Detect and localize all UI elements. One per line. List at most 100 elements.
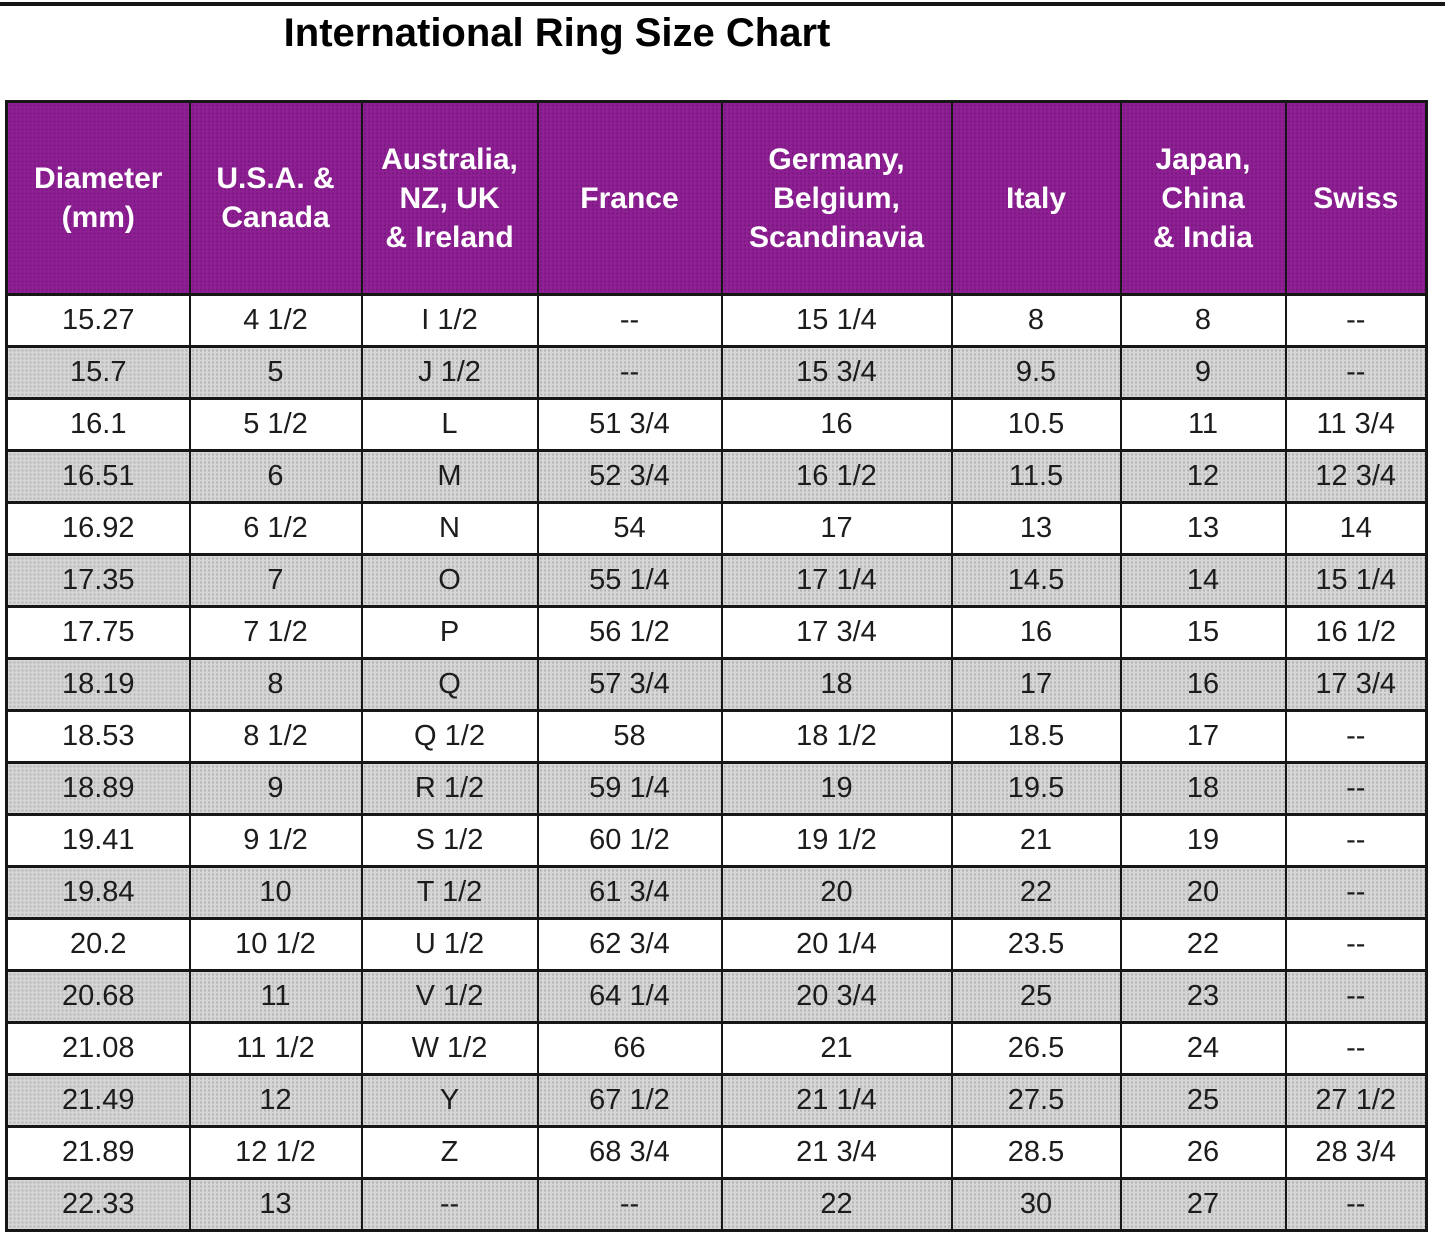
table-cell: --	[1284, 1177, 1428, 1232]
ring-size-table-body: 15.27 4 1/2 I 1/2 -- 15 1/4 8 8 -- 15.7 5 J 1/2 -- 1…	[5, 293, 1428, 1232]
table-cell: 10 1/2	[188, 917, 363, 972]
table-cell: 12 3/4	[1284, 449, 1428, 504]
table-cell: --	[360, 1177, 539, 1232]
table-cell: 18.53	[5, 709, 191, 764]
table-cell: 17	[950, 657, 1122, 712]
table-cell: 20.2	[5, 917, 191, 972]
table-row: 22.33 13 -- -- 22 30 27 --	[5, 1177, 1428, 1232]
table-cell: 10	[188, 865, 363, 920]
table-cell: 22	[1119, 917, 1287, 972]
table-row: 21.89 12 1/2 Z 68 3/4 21 3/4 28.5 26 28 3/4	[5, 1125, 1428, 1180]
top-border-line	[0, 2, 1445, 6]
table-cell: --	[536, 345, 723, 400]
table-cell: 13	[1119, 501, 1287, 556]
table-cell: 16.92	[5, 501, 191, 556]
table-cell: 25	[1119, 1073, 1287, 1128]
table-cell: 18.89	[5, 761, 191, 816]
table-cell: 19 1/2	[720, 813, 953, 868]
column-header-japan-china-india: Japan, China & India	[1119, 100, 1287, 296]
table-cell: 21 3/4	[720, 1125, 953, 1180]
table-cell: --	[1284, 865, 1428, 920]
table-cell: 20 3/4	[720, 969, 953, 1024]
table-cell: 15 3/4	[720, 345, 953, 400]
table-cell: 15 1/4	[1284, 553, 1428, 608]
table-cell: 4 1/2	[188, 293, 363, 348]
table-cell: 8 1/2	[188, 709, 363, 764]
table-cell: 9	[1119, 345, 1287, 400]
table-cell: 12	[188, 1073, 363, 1128]
table-cell: 21.08	[5, 1021, 191, 1076]
table-cell: 19	[1119, 813, 1287, 868]
table-cell: 23	[1119, 969, 1287, 1024]
column-header-australia-nz-uk: Australia, NZ, UK & Ireland	[360, 100, 539, 296]
table-cell: 12 1/2	[188, 1125, 363, 1180]
table-row: 16.51 6 M 52 3/4 16 1/2 11.5 12 12 3/4	[5, 449, 1428, 504]
table-cell: 16 1/2	[1284, 605, 1428, 660]
table-cell: O	[360, 553, 539, 608]
table-cell: 20	[720, 865, 953, 920]
table-cell: 62 3/4	[536, 917, 723, 972]
table-row: 17.75 7 1/2 P 56 1/2 17 3/4 16 15 16 1/2	[5, 605, 1428, 660]
table-row: 20.2 10 1/2 U 1/2 62 3/4 20 1/4 23.5 22 --	[5, 917, 1428, 972]
table-row: 18.89 9 R 1/2 59 1/4 19 19.5 18 --	[5, 761, 1428, 816]
table-cell: 15 1/4	[720, 293, 953, 348]
table-cell: 18.5	[950, 709, 1122, 764]
table-cell: 5	[188, 345, 363, 400]
table-cell: --	[1284, 1021, 1428, 1076]
table-cell: 18	[1119, 761, 1287, 816]
table-cell: 21	[720, 1021, 953, 1076]
table-cell: W 1/2	[360, 1021, 539, 1076]
column-header-germany-belgium: Germany, Belgium, Scandinavia	[720, 100, 953, 296]
table-cell: 7 1/2	[188, 605, 363, 660]
table-cell: 23.5	[950, 917, 1122, 972]
table-cell: 14	[1119, 553, 1287, 608]
table-row: 19.41 9 1/2 S 1/2 60 1/2 19 1/2 21 19 --	[5, 813, 1428, 868]
table-cell: 17.75	[5, 605, 191, 660]
table-cell: 64 1/4	[536, 969, 723, 1024]
table-cell: --	[1284, 917, 1428, 972]
table-row: 18.53 8 1/2 Q 1/2 58 18 1/2 18.5 17 --	[5, 709, 1428, 764]
column-header-france: France	[536, 100, 723, 296]
table-cell: 17 3/4	[1284, 657, 1428, 712]
table-cell: N	[360, 501, 539, 556]
table-cell: P	[360, 605, 539, 660]
table-cell: T 1/2	[360, 865, 539, 920]
table-cell: 9 1/2	[188, 813, 363, 868]
table-cell: 54	[536, 501, 723, 556]
table-cell: 15	[1119, 605, 1287, 660]
table-cell: 28.5	[950, 1125, 1122, 1180]
column-header-swiss: Swiss	[1284, 100, 1428, 296]
table-cell: 15.7	[5, 345, 191, 400]
table-cell: 8	[188, 657, 363, 712]
table-cell: 11 3/4	[1284, 397, 1428, 452]
table-cell: 21 1/4	[720, 1073, 953, 1128]
table-cell: 21.49	[5, 1073, 191, 1128]
table-row: 21.08 11 1/2 W 1/2 66 21 26.5 24 --	[5, 1021, 1428, 1076]
table-cell: --	[1284, 709, 1428, 764]
table-cell: 20 1/4	[720, 917, 953, 972]
table-cell: 15.27	[5, 293, 191, 348]
table-cell: 52 3/4	[536, 449, 723, 504]
table-cell: 8	[1119, 293, 1287, 348]
table-cell: 9.5	[950, 345, 1122, 400]
table-cell: 22.33	[5, 1177, 191, 1232]
table-cell: 17	[1119, 709, 1287, 764]
column-header-italy: Italy	[950, 100, 1122, 296]
table-cell: 17.35	[5, 553, 191, 608]
table-cell: 26.5	[950, 1021, 1122, 1076]
table-cell: 11	[1119, 397, 1287, 452]
table-cell: 16 1/2	[720, 449, 953, 504]
table-cell: 19.5	[950, 761, 1122, 816]
table-cell: Y	[360, 1073, 539, 1128]
table-cell: 10.5	[950, 397, 1122, 452]
table-row: 16.92 6 1/2 N 54 17 13 13 14	[5, 501, 1428, 556]
table-cell: --	[536, 1177, 723, 1232]
table-cell: 51 3/4	[536, 397, 723, 452]
column-header-usa-canada: U.S.A. & Canada	[188, 100, 363, 296]
table-cell: --	[1284, 969, 1428, 1024]
table-cell: 30	[950, 1177, 1122, 1232]
table-cell: 68 3/4	[536, 1125, 723, 1180]
table-cell: 17 1/4	[720, 553, 953, 608]
table-cell: 11.5	[950, 449, 1122, 504]
table-cell: 22	[720, 1177, 953, 1232]
